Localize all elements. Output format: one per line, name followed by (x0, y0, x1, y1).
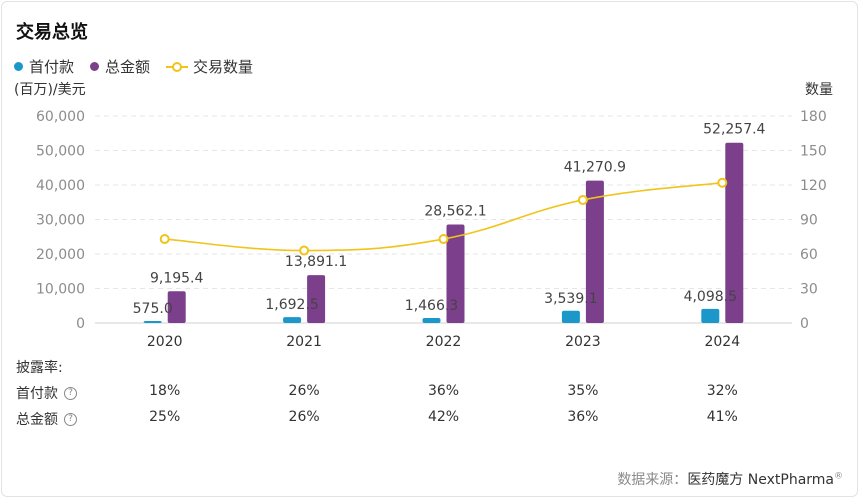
point-count (159, 234, 170, 245)
y-right-tick-label: 180 (800, 109, 827, 125)
disclosure-label: 披露率: (16, 360, 63, 376)
legend-dot-total (90, 62, 100, 71)
data-label-upfront: 3,539.1 (544, 291, 597, 307)
legend-label-count: 交易数量 (193, 58, 254, 76)
help-icon[interactable]: ? (64, 412, 77, 426)
x-tick-label: 2021 (286, 334, 322, 350)
x-tick-label: 2022 (426, 334, 462, 350)
data-label-total: 13,891.1 (285, 254, 347, 270)
data-label-upfront: 4,098.5 (684, 289, 737, 305)
right-axis-unit: 数量 (805, 82, 833, 98)
y-right-tick-label: 60 (800, 247, 818, 263)
source-prefix: 数据来源： (617, 472, 688, 488)
bar-total (167, 291, 186, 323)
point-count (577, 194, 588, 205)
legend-label-upfront: 首付款 (29, 58, 75, 76)
y-right-tick-label: 90 (800, 213, 818, 229)
x-tick-label: 2020 (147, 334, 183, 350)
bar-upfront (283, 317, 302, 323)
y-left-tick-label: 60,000 (36, 109, 85, 125)
legend-item-total[interactable]: 总金额 (90, 56, 150, 77)
disclosure-cell: 18% (149, 383, 181, 399)
legend: 首付款 总金额 交易数量 (14, 56, 269, 77)
data-label-total: 41,270.9 (564, 160, 626, 176)
data-source: 数据来源：医药魔方 NextPharma® (617, 469, 843, 489)
disclosure-cell: 26% (288, 409, 320, 425)
point-count (717, 177, 728, 188)
registered-mark: ® (834, 471, 843, 482)
y-left-tick-label: 40,000 (36, 178, 85, 194)
data-label-total: 9,195.4 (150, 270, 204, 286)
disclosure-cell: 41% (706, 409, 738, 425)
disclosure-row-upfront: 首付款 ? 18% 26% 36% 35% 32% (16, 383, 836, 405)
bar-total (725, 142, 744, 323)
data-label-upfront: 575.0 (133, 301, 173, 317)
legend-label-total: 总金额 (105, 58, 151, 76)
disclosure-cell: 35% (567, 383, 599, 399)
disclosure-cell: 26% (288, 383, 320, 399)
y-left-tick-label: 10,000 (36, 282, 85, 298)
disclosure-cell: 42% (427, 409, 460, 425)
left-axis-unit: (百万)/美元 (14, 82, 86, 98)
help-icon[interactable]: ? (64, 386, 77, 400)
chart-title: 交易总览 (16, 22, 88, 43)
bar-upfront (143, 321, 162, 323)
y-right-tick-label: 0 (800, 316, 809, 332)
bar-total (585, 180, 604, 323)
point-count (438, 234, 449, 245)
disclosure-row-label: 首付款 ? (16, 383, 77, 403)
disclosure-cell: 36% (427, 383, 460, 399)
x-tick-label: 2023 (565, 334, 601, 350)
legend-line-icon (166, 61, 189, 73)
disclosure-cell: 32% (706, 383, 738, 399)
disclosure-cell: 36% (567, 409, 599, 425)
disclosure-row-label: 总金额 ? (16, 409, 77, 429)
disclosure-row-upfront-label: 首付款 (16, 386, 58, 402)
disclosure-cell: 25% (149, 409, 181, 425)
data-label-upfront: 1,692.5 (265, 297, 318, 313)
y-right-tick-label: 120 (800, 178, 827, 194)
bar-upfront (422, 317, 441, 323)
bar-total (307, 275, 326, 323)
y-left-tick-label: 30,000 (36, 213, 85, 229)
chart-plot: 0 0 10,000 30 20,000 60 30,000 90 40,000 120 50,00… (36, 109, 827, 350)
data-label-upfront: 1,466.3 (405, 298, 458, 314)
x-tick-label: 2024 (704, 334, 740, 350)
bar-upfront (561, 310, 580, 323)
disclosure-row-total-label: 总金额 (16, 412, 58, 428)
legend-item-upfront[interactable]: 首付款 (14, 56, 74, 77)
y-right-tick-label: 150 (800, 144, 827, 160)
data-label-total: 52,257.4 (703, 122, 765, 138)
disclosure-row-total: 总金额 ? 25% 26% 42% 36% 41% (16, 409, 836, 431)
legend-item-count[interactable]: 交易数量 (166, 56, 253, 77)
data-label-total: 28,562.1 (424, 203, 486, 219)
source-brand: 医药魔方 NextPharma (687, 472, 834, 488)
y-left-tick-label: 20,000 (36, 247, 85, 263)
y-left-tick-label: 0 (76, 316, 85, 332)
point-count (299, 245, 310, 256)
y-left-tick-label: 50,000 (36, 144, 85, 160)
y-right-tick-label: 30 (800, 282, 818, 298)
legend-dot-upfront (14, 62, 23, 71)
bar-total (446, 224, 465, 323)
bar-upfront (701, 308, 720, 323)
